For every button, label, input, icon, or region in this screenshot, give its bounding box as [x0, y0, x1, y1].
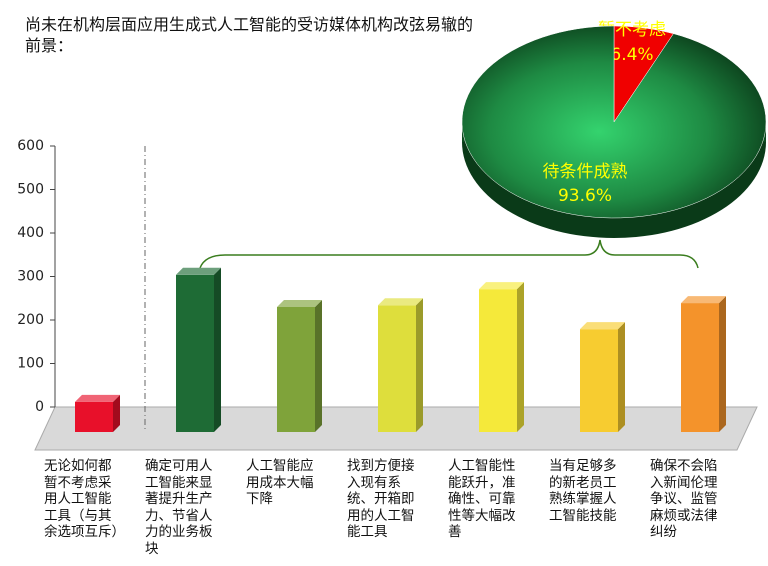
- bar-side: [618, 322, 625, 432]
- slice-label: 暂不考虑: [598, 20, 666, 40]
- bar: [580, 329, 618, 432]
- y-tick-label: 400: [17, 225, 44, 241]
- bar-top: [681, 296, 726, 304]
- bar-side: [113, 394, 120, 432]
- bar-top: [176, 267, 221, 275]
- bar: [277, 306, 315, 432]
- x-tick-label: 找到方便接入现有系统、开箱即用的人工智能工具: [347, 458, 415, 540]
- y-tick-label: 200: [17, 312, 44, 328]
- x-tick-label: 人工智能性能跃升，准确性、可靠性等大幅改善: [448, 458, 516, 540]
- bar-top: [479, 282, 524, 290]
- x-tick-label: 确保不会陷入新闻伦理争议、监管麻烦或法律纠纷: [650, 458, 718, 540]
- pie-slice: [461, 25, 767, 219]
- bar-side: [214, 267, 221, 432]
- bar-top: [378, 298, 423, 306]
- bar: [75, 401, 113, 432]
- x-tick-label: 无论如何都暂不考虑采用人工智能工具（与其余选项互斥）: [44, 458, 125, 540]
- y-tick-label: 500: [17, 182, 44, 198]
- y-tick-label: 0: [35, 399, 44, 415]
- slice-label: 待条件成熟: [543, 161, 628, 182]
- bar: [479, 289, 517, 432]
- bar-top: [580, 322, 625, 330]
- bar-side: [719, 296, 726, 432]
- chart-title: 尚未在机构层面应用生成式人工智能的受访媒体机构改弦易辙的前景：: [25, 15, 474, 55]
- bracket: [199, 239, 699, 269]
- bar-side: [416, 298, 423, 432]
- x-tick-label: 确定可用人工智能来显著提升生产力、节省人力的业务板块: [145, 458, 213, 557]
- slice-value: 6.4%: [610, 45, 653, 65]
- slice-value: 93.6%: [558, 186, 612, 206]
- bar-side: [517, 282, 524, 432]
- bar: [176, 274, 214, 432]
- y-tick-label: 300: [17, 269, 44, 285]
- y-tick-label: 600: [17, 138, 44, 154]
- x-tick-label: 当有足够多的新老员工熟练掌握人工智能技能: [549, 458, 617, 524]
- x-tick-label: 人工智能应用成本大幅下降: [246, 458, 314, 507]
- bar: [681, 303, 719, 432]
- bar-top: [75, 394, 120, 402]
- bar: [378, 305, 416, 432]
- bar-top: [277, 299, 322, 307]
- y-tick-label: 100: [17, 356, 44, 372]
- bar-side: [315, 299, 322, 432]
